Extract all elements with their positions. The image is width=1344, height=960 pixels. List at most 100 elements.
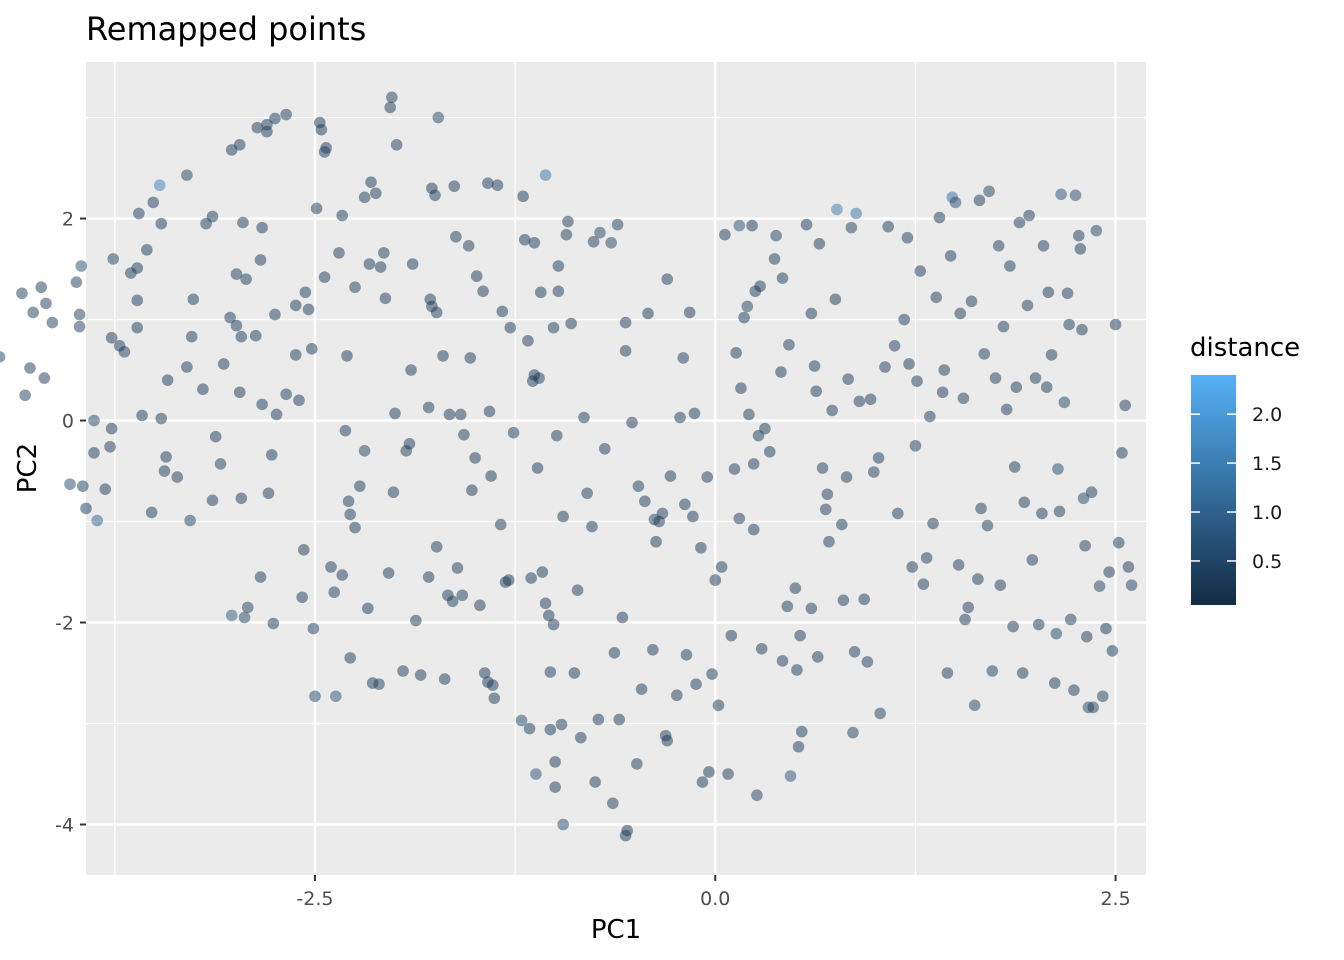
data-point [949,196,962,209]
data-point [986,665,999,677]
data-point [397,665,409,677]
data-point [994,579,1007,591]
data-point [619,345,632,357]
data-point [811,651,824,663]
data-point [358,445,371,457]
data-point [1042,286,1055,299]
data-point [136,409,148,422]
data-point [531,462,544,474]
data-point [70,276,83,288]
data-point [336,209,348,222]
data-point [362,602,374,615]
data-point [181,361,193,373]
data-point [696,776,709,788]
data-point [474,599,486,612]
data-point [1072,229,1085,242]
data-point [557,818,569,831]
data-point [1069,189,1082,202]
data-point [626,416,638,429]
data-point [488,692,501,705]
data-point [544,666,557,678]
legend: distance 0.5 1.0 1.5 2.0 [1190,333,1300,605]
data-point [592,713,605,726]
data-point [586,520,598,533]
data-point [965,295,978,308]
data-point [1122,561,1135,573]
data-point [496,305,509,318]
data-point [674,411,686,424]
y-axis: -4 -2 0 2 [55,209,86,837]
data-point [792,740,805,753]
data-point [378,247,390,259]
data-point [533,372,545,384]
data-point [325,561,337,573]
data-point [1023,209,1035,222]
data-point [728,463,741,475]
data-point [270,408,283,421]
data-point [712,699,725,712]
data-point [539,169,552,181]
data-point [466,484,478,497]
data-point [1085,486,1098,499]
data-point [344,652,356,664]
data-point [1053,505,1066,518]
data-point [387,486,400,499]
data-point [845,221,858,234]
data-point [344,508,356,521]
data-point [262,487,275,500]
data-point [104,440,116,453]
data-point [389,407,401,420]
data-point [568,667,581,679]
data-point [906,561,919,573]
data-point [770,229,782,242]
data-point [171,471,184,483]
data-point [269,308,281,321]
data-point [469,452,481,464]
data-point [816,462,829,474]
data-point [605,236,617,249]
data-point [927,517,939,530]
data-point [611,218,624,231]
data-point [874,707,886,720]
data-point [318,271,331,283]
data-point [328,586,340,599]
data-point [502,574,515,586]
data-point [464,352,477,364]
data-point [664,470,677,482]
data-point [145,506,158,519]
data-point [1045,349,1058,361]
data-point [88,447,100,459]
data-point [403,437,416,450]
data-point [517,190,529,203]
data-point [305,343,318,355]
data-point [547,321,560,334]
data-point [161,374,174,386]
data-point [181,169,193,181]
data-point [296,591,308,604]
data-points [0,91,1138,842]
data-point [754,280,766,293]
data-point [185,330,198,343]
data-point [680,649,693,661]
data-point [1068,684,1080,696]
data-point [525,572,537,584]
data-point [903,358,915,370]
data-point [613,713,626,726]
legend-colorbar [1191,375,1236,605]
data-point [555,718,568,731]
data-point [336,569,348,581]
data-point [842,373,854,385]
data-point [225,609,238,622]
data-point [587,235,600,248]
data-point [478,667,491,679]
data-point [688,407,701,420]
data-point [299,286,312,299]
data-point [309,690,321,703]
data-point [206,494,219,507]
data-point [206,210,219,223]
data-point [373,678,385,690]
data-point [217,358,230,370]
data-point [671,689,683,702]
data-point [581,487,593,500]
data-point [158,465,171,477]
